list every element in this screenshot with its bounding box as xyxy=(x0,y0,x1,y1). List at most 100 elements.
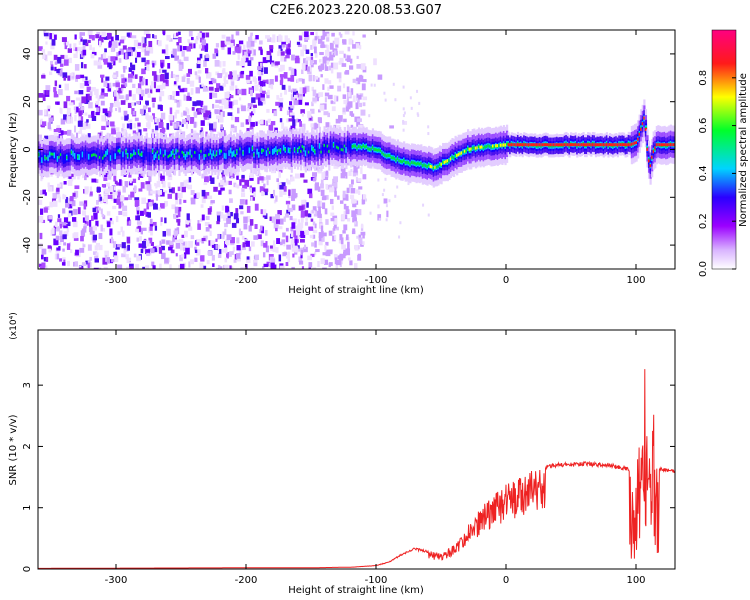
noise-cell xyxy=(131,102,135,106)
noise-cell xyxy=(196,239,202,243)
noise-cell xyxy=(327,94,333,100)
noise-cell xyxy=(299,87,304,94)
noise-cell xyxy=(280,92,283,97)
noise-cell xyxy=(330,212,335,216)
noise-cell xyxy=(82,172,85,179)
noise-cell xyxy=(302,87,307,94)
noise-cell xyxy=(170,249,175,254)
ridge-core xyxy=(663,143,666,147)
noise-cell xyxy=(47,51,52,56)
noise-cell xyxy=(291,266,295,269)
noise-cell xyxy=(276,95,280,100)
noise-cell xyxy=(304,102,309,106)
noise-cell xyxy=(222,83,227,87)
noise-cell xyxy=(84,186,89,193)
ridge-cell xyxy=(126,154,130,158)
noise-cell xyxy=(281,41,286,46)
noise-cell xyxy=(150,115,154,123)
noise-cell xyxy=(280,51,285,56)
noise-cell xyxy=(276,217,280,224)
noise-cell xyxy=(300,210,305,218)
ridge-cell xyxy=(156,150,159,154)
noise-cell xyxy=(175,192,178,200)
noise-cell xyxy=(175,253,178,257)
noise-cell xyxy=(159,268,165,269)
ridge-cell xyxy=(311,145,314,151)
noise-cell xyxy=(197,220,200,226)
noise-cell xyxy=(237,46,241,54)
noise-cell xyxy=(41,219,46,224)
noise-cell xyxy=(144,66,148,71)
noise-cell xyxy=(145,88,150,95)
noise-cell xyxy=(149,226,153,231)
noise-cell xyxy=(298,99,303,105)
noise-cell xyxy=(201,214,205,221)
noise-cell xyxy=(275,247,279,253)
ridge-cell xyxy=(167,155,170,159)
noise-cell xyxy=(189,97,192,101)
ridge-cell xyxy=(362,144,365,148)
noise-cell xyxy=(63,101,68,109)
noise-cell xyxy=(190,128,194,134)
ridge-cell xyxy=(465,149,468,153)
noise-cell xyxy=(216,221,220,225)
noise-cell xyxy=(104,48,107,53)
noise-cell xyxy=(155,125,159,131)
noise-cell xyxy=(132,178,137,183)
noise-cell xyxy=(307,213,312,218)
noise-cell xyxy=(294,239,298,246)
noise-cell xyxy=(165,55,170,60)
ridge-cell xyxy=(395,158,398,162)
ridge-cell xyxy=(229,147,233,154)
noise-cell xyxy=(240,211,244,215)
noise-cell xyxy=(118,201,122,209)
noise-cell xyxy=(269,60,275,65)
ridge-core xyxy=(541,143,545,147)
ridge-cell xyxy=(307,150,311,154)
ridge-core xyxy=(638,132,641,136)
noise-cell xyxy=(61,37,67,42)
noise-cell xyxy=(289,101,293,106)
noise-cell xyxy=(300,215,304,223)
noise-cell xyxy=(149,218,153,225)
noise-cell xyxy=(250,267,255,269)
noise-cell xyxy=(127,217,131,222)
noise-cell xyxy=(179,198,182,205)
noise-cell xyxy=(67,48,72,53)
noise-cell xyxy=(260,97,265,101)
noise-cell xyxy=(117,243,122,248)
noise-cell xyxy=(207,195,213,200)
noise-cell xyxy=(63,59,69,66)
ridge-cell xyxy=(368,147,371,151)
noise-cell xyxy=(339,57,344,64)
ridge-cell xyxy=(293,148,297,152)
noise-cell xyxy=(229,198,233,203)
noise-cell xyxy=(118,90,122,94)
noise-cell xyxy=(102,228,106,232)
noise-cell xyxy=(183,110,187,116)
noise-cell xyxy=(82,45,86,52)
noise-cell xyxy=(39,190,45,195)
noise-cell xyxy=(159,96,162,102)
noise-cell xyxy=(222,214,228,221)
ridge-core xyxy=(535,143,538,147)
noise-cell xyxy=(266,108,270,113)
noise-cell xyxy=(221,205,225,211)
noise-cell xyxy=(203,60,207,67)
noise-cell xyxy=(377,74,383,80)
noise-cell xyxy=(301,31,305,37)
noise-cell xyxy=(82,49,87,56)
ridge-cell xyxy=(181,150,184,154)
noise-cell xyxy=(171,187,175,194)
noise-cell xyxy=(186,95,191,101)
ridge-core xyxy=(434,165,437,169)
noise-cell xyxy=(118,210,123,215)
noise-cell xyxy=(333,218,338,225)
noise-cell xyxy=(237,89,242,95)
noise-cell xyxy=(249,173,254,178)
ridge-cell xyxy=(206,148,209,158)
noise-cell xyxy=(122,186,126,193)
noise-cell xyxy=(179,45,183,52)
noise-cell xyxy=(87,244,92,251)
noise-cell xyxy=(304,230,310,235)
